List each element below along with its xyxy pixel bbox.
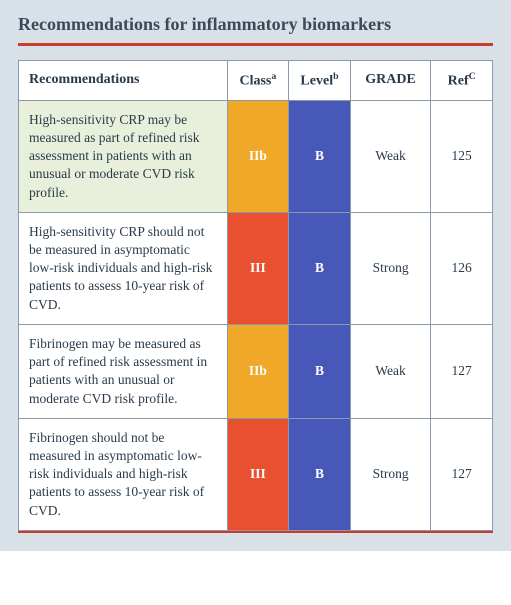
table-row: High-sensitivity CRP should not be measu… [19, 212, 493, 324]
cell-ref: 125 [431, 100, 493, 212]
cell-recommendation: Fibrinogen may be measured as part of re… [19, 324, 228, 418]
table-row: Fibrinogen may be measured as part of re… [19, 324, 493, 418]
cell-ref: 126 [431, 212, 493, 324]
divider-bottom [18, 531, 493, 533]
cell-ref: 127 [431, 418, 493, 530]
divider-top [18, 43, 493, 46]
cell-level: B [289, 100, 351, 212]
cell-class: IIb [227, 100, 289, 212]
table-row: Fibrinogen should not be measured in asy… [19, 418, 493, 530]
cell-class: IIb [227, 324, 289, 418]
cell-recommendation: High-sensitivity CRP should not be measu… [19, 212, 228, 324]
cell-class: III [227, 212, 289, 324]
cell-ref: 127 [431, 324, 493, 418]
cell-level: B [289, 324, 351, 418]
cell-grade: Strong [350, 418, 431, 530]
col-ref: RefC [431, 61, 493, 101]
panel-title: Recommendations for inflammatory biomark… [18, 14, 493, 35]
col-level: Levelb [289, 61, 351, 101]
cell-recommendation: Fibrinogen should not be measured in asy… [19, 418, 228, 530]
recommendations-table: Recommendations Classa Levelb GRADE RefC… [18, 60, 493, 531]
cell-grade: Weak [350, 324, 431, 418]
panel: Recommendations for inflammatory biomark… [0, 0, 511, 551]
table-body: High-sensitivity CRP may be measured as … [19, 100, 493, 530]
cell-recommendation: High-sensitivity CRP may be measured as … [19, 100, 228, 212]
cell-level: B [289, 418, 351, 530]
table-header-row: Recommendations Classa Levelb GRADE RefC [19, 61, 493, 101]
cell-class: III [227, 418, 289, 530]
cell-grade: Weak [350, 100, 431, 212]
col-grade: GRADE [350, 61, 431, 101]
cell-grade: Strong [350, 212, 431, 324]
table-row: High-sensitivity CRP may be measured as … [19, 100, 493, 212]
col-class: Classa [227, 61, 289, 101]
cell-level: B [289, 212, 351, 324]
col-recommendations: Recommendations [19, 61, 228, 101]
